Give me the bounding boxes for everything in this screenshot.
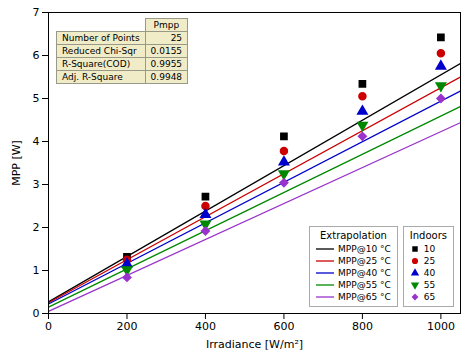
html-text:MPP@55 °C: MPP@55 °C (338, 280, 391, 290)
html-text:MPP@25 °C: MPP@25 °C (338, 256, 391, 266)
html-text:Pmpp: Pmpp (153, 20, 180, 30)
svg-text:MPP [W]: MPP [W] (10, 140, 23, 186)
html-text:55: 55 (423, 280, 436, 290)
html-text:MPP@10 °C: MPP@10 °C (338, 244, 391, 254)
html-text:Extrapolation: Extrapolation (320, 230, 387, 241)
svg-text:200: 200 (116, 320, 137, 333)
svg-text:Irradiance [W/m²]: Irradiance [W/m²] (206, 338, 303, 351)
html-text:MPP@65 °C: MPP@65 °C (338, 292, 391, 302)
svg-text:3: 3 (33, 178, 40, 191)
html-text:25: 25 (423, 256, 436, 266)
svg-text:400: 400 (195, 320, 216, 333)
html-text:40: 40 (423, 268, 436, 278)
svg-text:5: 5 (33, 92, 40, 105)
html-text:0.9955: 0.9955 (150, 59, 183, 69)
html-text:0.0155: 0.0155 (150, 46, 183, 56)
html-text:Indoors: Indoors (409, 230, 447, 241)
html-text:R-Square(COD): R-Square(COD) (62, 59, 131, 69)
svg-text:800: 800 (352, 320, 373, 333)
svg-text:2: 2 (33, 221, 40, 234)
html-text:65: 65 (423, 292, 436, 302)
svg-text:6: 6 (33, 49, 40, 62)
svg-text:1: 1 (33, 264, 40, 277)
svg-text:1000: 1000 (427, 320, 455, 333)
html-text:Adj. R-Square: Adj. R-Square (62, 72, 123, 82)
html-text:Reduced Chi-Sqr: Reduced Chi-Sqr (62, 46, 137, 56)
html-text:0.9948: 0.9948 (150, 72, 183, 82)
svg-text:600: 600 (273, 320, 294, 333)
svg-text:0: 0 (45, 320, 52, 333)
svg-text:4: 4 (33, 135, 40, 148)
svg-text:7: 7 (33, 6, 40, 19)
html-text:MPP@40 °C: MPP@40 °C (338, 268, 391, 278)
html-text:Number of Points: Number of Points (62, 33, 140, 43)
svg-text:0: 0 (33, 307, 40, 320)
html-text:10: 10 (423, 244, 436, 254)
html-text:25: 25 (170, 33, 183, 43)
